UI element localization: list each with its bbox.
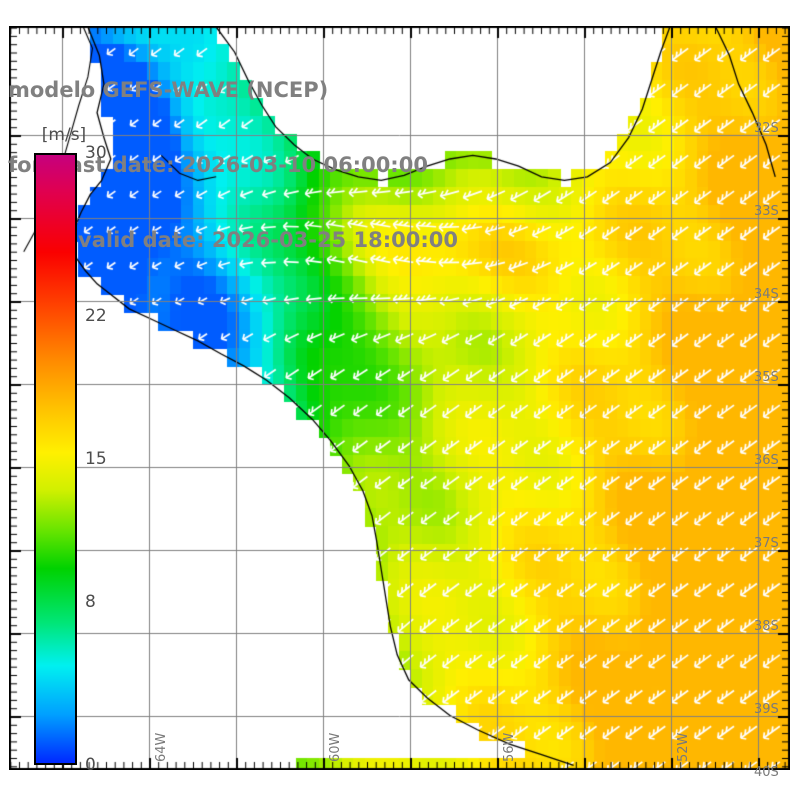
colorbar-tick-8: 8 <box>85 591 96 612</box>
lat-label-39S: 39S <box>754 702 779 717</box>
lon-label-52W: 52W <box>676 732 691 762</box>
colorbar-tick-0: 0 <box>85 755 96 775</box>
colorbar-gradient <box>34 153 77 765</box>
plot-frame <box>9 26 790 770</box>
colorbar-unit-label: [m/s] <box>41 125 87 145</box>
wind-field-canvas <box>10 27 789 769</box>
lat-label-36S: 36S <box>754 453 779 468</box>
lat-label-34S: 34S <box>754 287 779 302</box>
lat-label-35S: 35S <box>754 370 779 385</box>
lon-label-56W: 56W <box>502 732 517 762</box>
lon-label-64W: 64W <box>154 732 169 762</box>
colorbar-tick-30: 30 <box>85 143 107 163</box>
colorbar-tick-22: 22 <box>85 306 107 327</box>
lat-label-33S: 33S <box>754 204 779 219</box>
lat-label-40S: 40S <box>754 765 779 780</box>
lat-label-32S: 32S <box>754 121 779 136</box>
lat-label-37S: 37S <box>754 536 779 551</box>
lon-label-60W: 60W <box>328 732 343 762</box>
lat-label-38S: 38S <box>754 619 779 634</box>
colorbar-tick-15: 15 <box>85 449 107 469</box>
